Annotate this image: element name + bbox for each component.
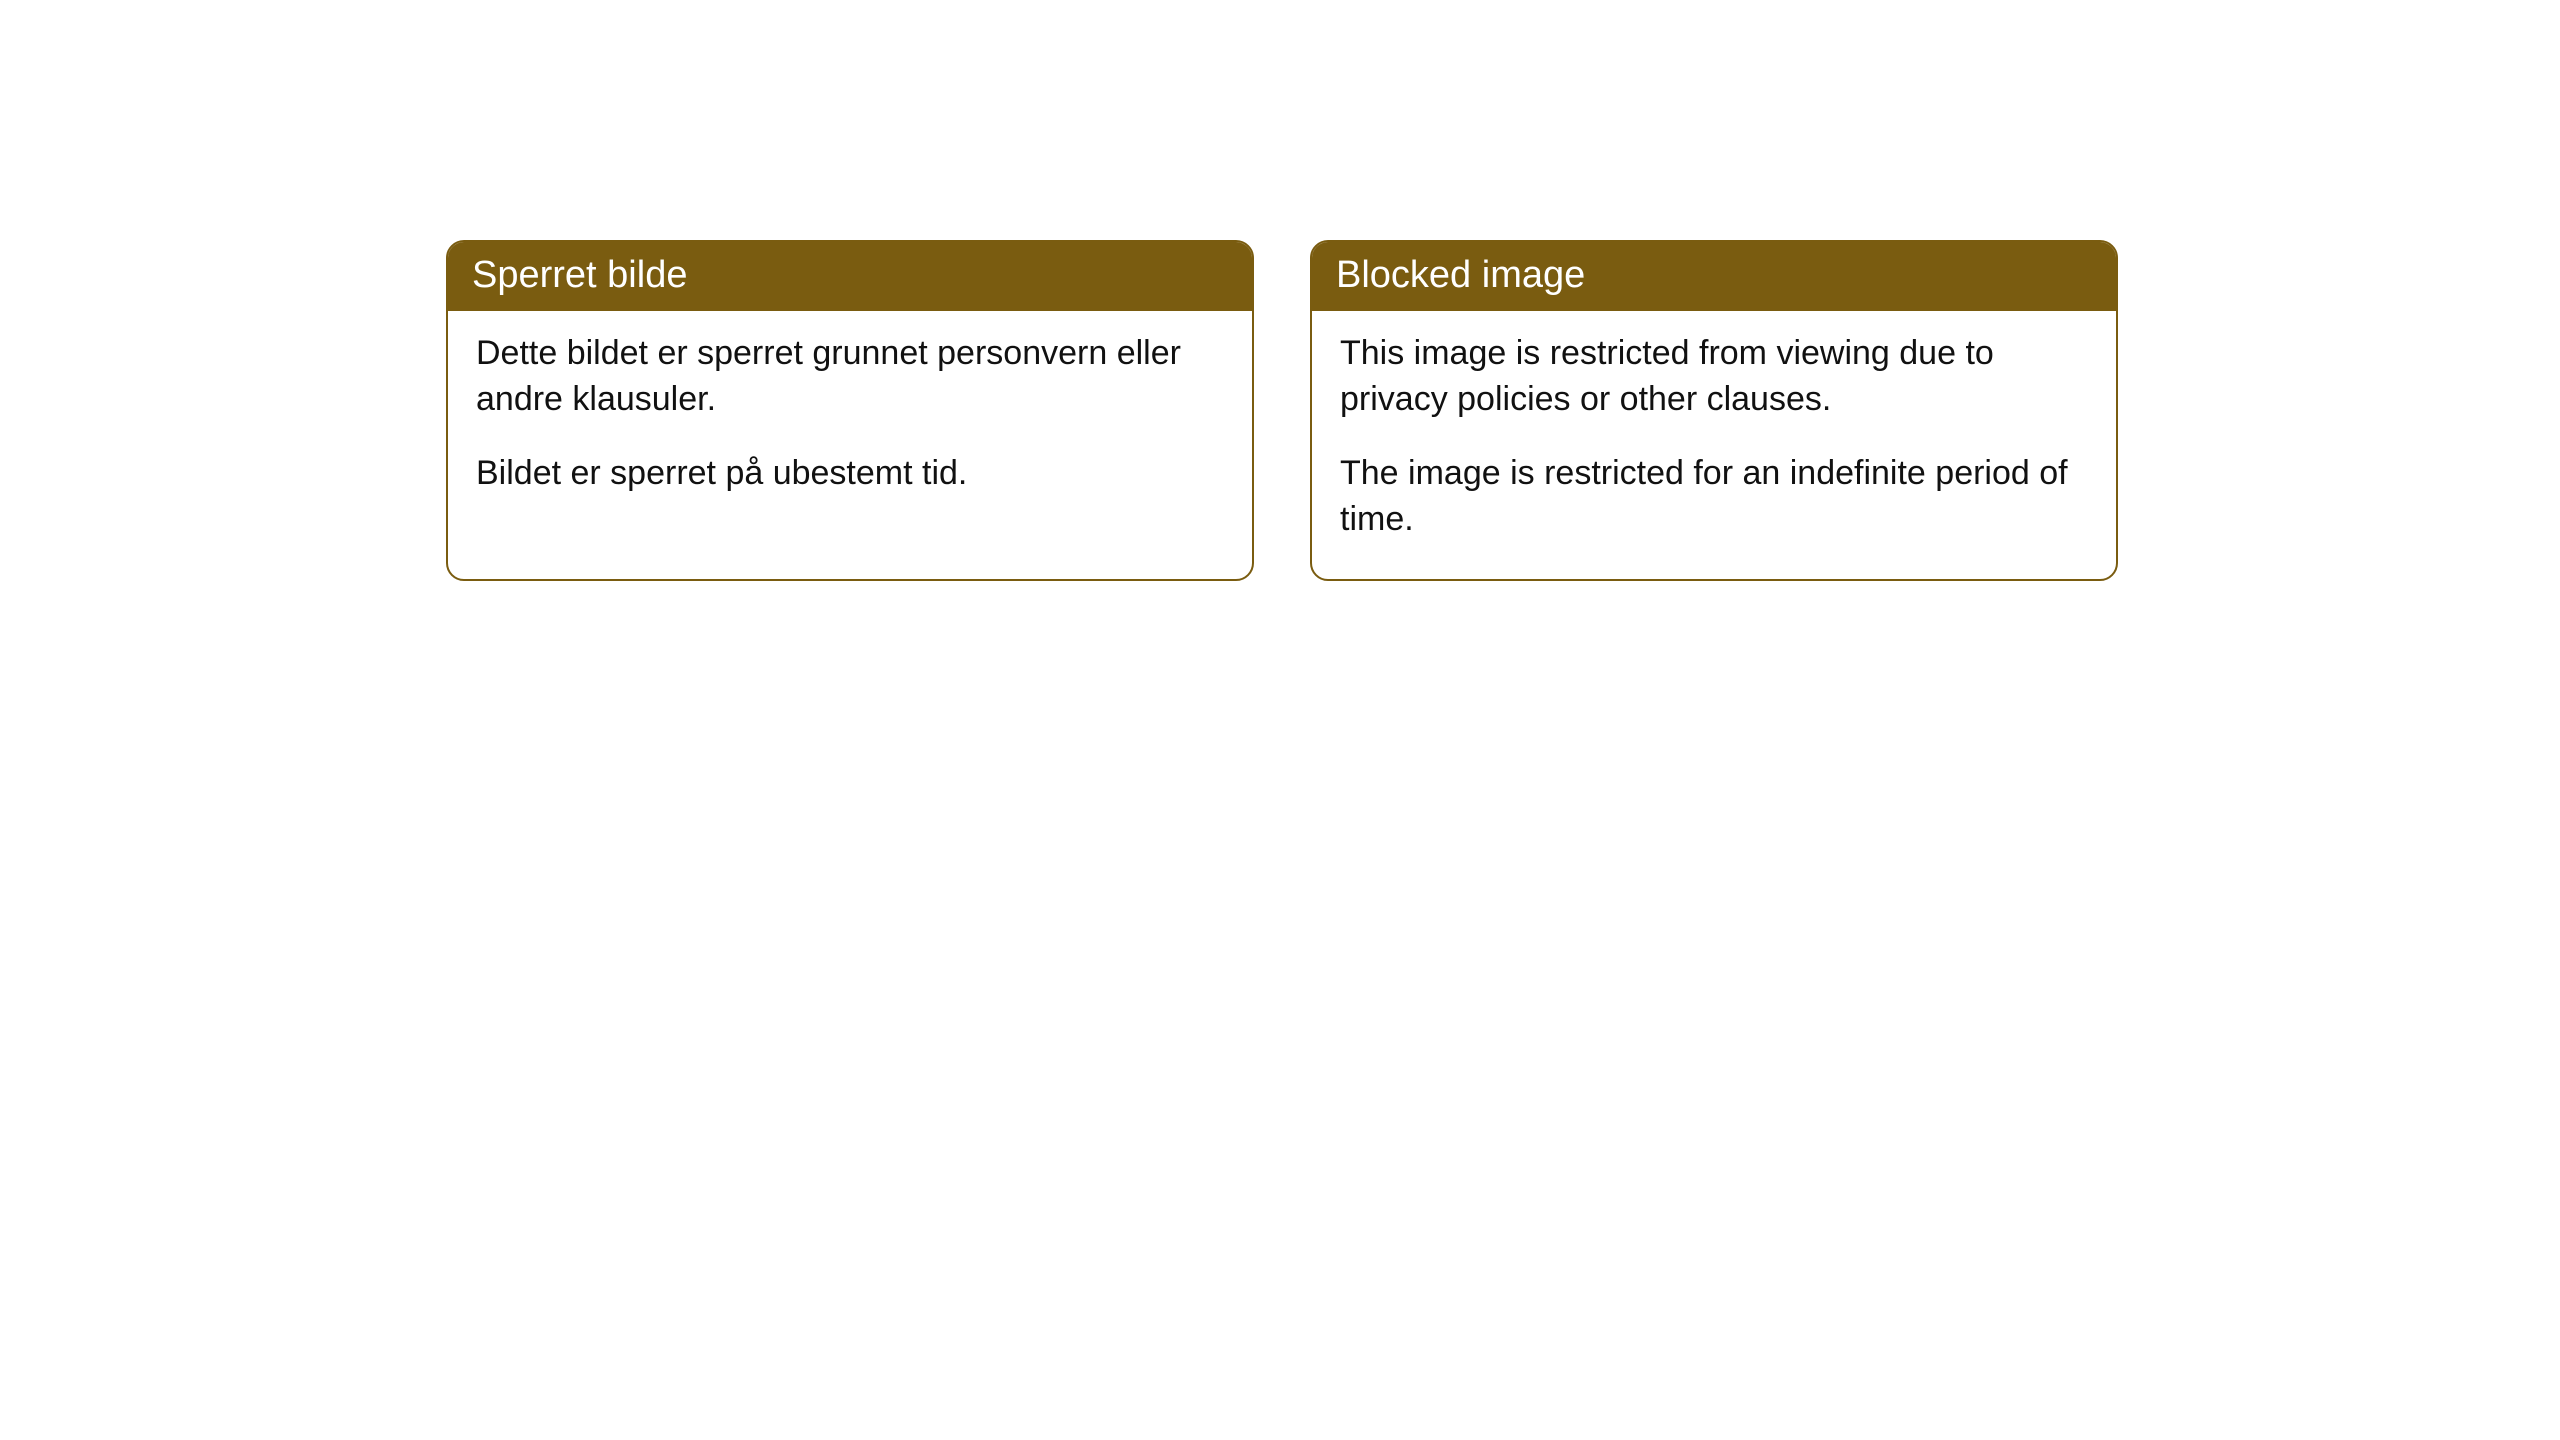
- notice-body: This image is restricted from viewing du…: [1312, 311, 2116, 579]
- notice-text-reason: This image is restricted from viewing du…: [1340, 331, 2088, 423]
- notice-card-norwegian: Sperret bilde Dette bildet er sperret gr…: [446, 240, 1254, 581]
- notice-text-duration: The image is restricted for an indefinit…: [1340, 451, 2088, 543]
- notice-cards-container: Sperret bilde Dette bildet er sperret gr…: [446, 240, 2560, 581]
- notice-header: Sperret bilde: [448, 242, 1252, 311]
- notice-body: Dette bildet er sperret grunnet personve…: [448, 311, 1252, 533]
- notice-header: Blocked image: [1312, 242, 2116, 311]
- notice-card-english: Blocked image This image is restricted f…: [1310, 240, 2118, 581]
- notice-text-duration: Bildet er sperret på ubestemt tid.: [476, 451, 1224, 497]
- notice-text-reason: Dette bildet er sperret grunnet personve…: [476, 331, 1224, 423]
